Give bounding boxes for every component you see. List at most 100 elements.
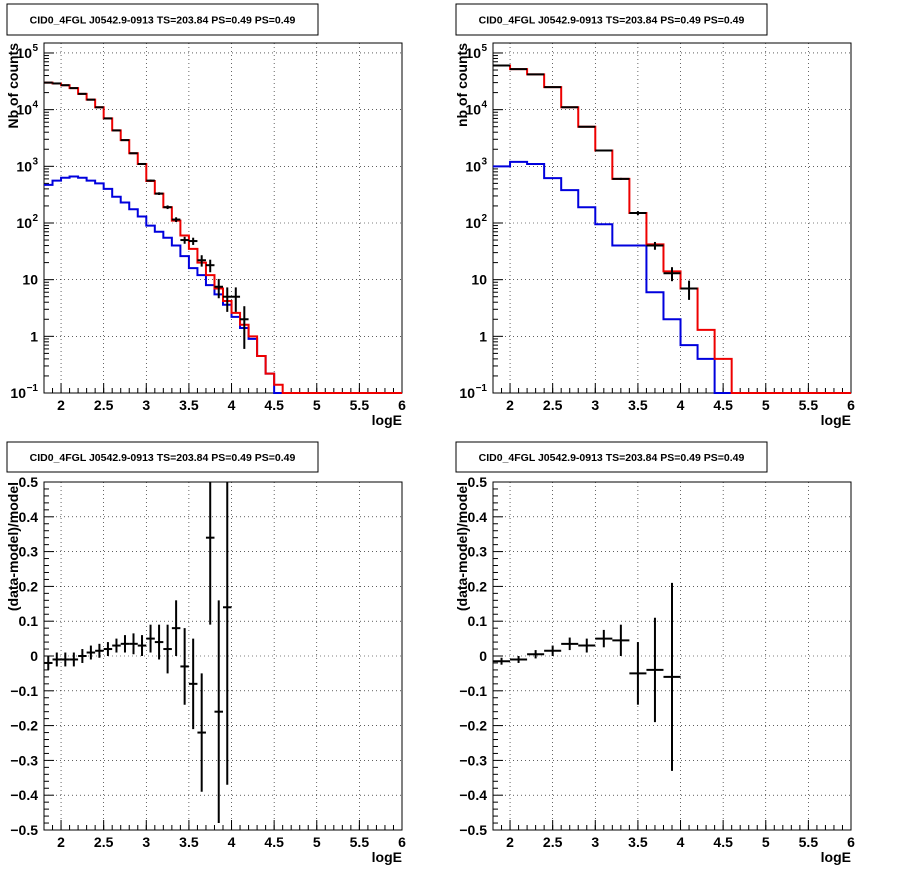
data-point (197, 255, 206, 267)
data-point (205, 482, 215, 625)
data-point (214, 600, 223, 824)
y-tick-label: 10 (465, 215, 481, 231)
y-tick-exponent: 5 (32, 43, 38, 54)
x-tick-label: 4 (677, 397, 685, 413)
data-point (129, 152, 138, 155)
y-tick-label: 1 (479, 328, 487, 344)
chart-title-box (455, 3, 768, 36)
y-tick-label: −0.2 (459, 718, 487, 734)
y-tick-label: −0.3 (459, 752, 487, 768)
data-point (78, 649, 87, 663)
data-point (180, 236, 189, 244)
data-point (578, 125, 596, 128)
data-point (86, 645, 96, 660)
x-tick-label: 6 (847, 397, 855, 413)
data-point (629, 211, 647, 216)
data-point (146, 179, 155, 182)
x-tick-label: 4.5 (264, 834, 284, 850)
data-point (171, 600, 181, 656)
y-tick-label: 0.4 (19, 509, 39, 525)
chart-title: CID0_4FGL J0542.9-0913 TS=203.84 PS=0.49… (30, 452, 296, 464)
x-tick-label: 3 (591, 397, 599, 413)
x-tick-label: 5 (313, 834, 321, 850)
y-tick-label: −0.4 (10, 787, 38, 803)
chart-title: CID0_4FGL J0542.9-0913 TS=203.84 PS=0.49… (479, 452, 745, 464)
data-point (612, 624, 630, 656)
y-tick-label: 1 (30, 328, 38, 344)
chart-title-box (6, 441, 319, 473)
data-point (214, 278, 223, 299)
data-point (205, 259, 215, 273)
data-point (223, 287, 232, 312)
data-point (180, 628, 189, 705)
data-point (223, 482, 232, 785)
y-tick-exponent: 2 (32, 213, 38, 224)
y-tick-label: −0.1 (459, 683, 487, 699)
y-tick-exponent: −1 (27, 383, 39, 394)
y-tick-label: 0.3 (468, 544, 488, 560)
data-point (137, 635, 147, 656)
data-point (197, 673, 206, 792)
data-point (612, 177, 630, 180)
y-tick-exponent: 4 (32, 100, 38, 111)
chart-panel-1: CID0_4FGL J0542.9-0913 TS=203.84 PS=0.49… (5, 3, 406, 428)
x-tick-label: 4 (228, 397, 236, 413)
data-point (146, 624, 155, 653)
x-tick-label: 3.5 (179, 397, 199, 413)
data-point (527, 650, 545, 659)
x-tick-label: 2.5 (543, 834, 563, 850)
y-tick-label: 10 (459, 385, 475, 401)
x-tick-label: 2.5 (94, 834, 114, 850)
x-tick-label: 3 (142, 397, 150, 413)
data-point (188, 638, 198, 730)
y-tick-label: −0.2 (10, 718, 38, 734)
y-tick-label: 10 (465, 102, 481, 118)
data-point (52, 652, 62, 667)
data-point (663, 267, 681, 282)
x-tick-label: 2 (57, 397, 65, 413)
data-point (629, 642, 647, 705)
y-axis-label: nb of counts (454, 43, 470, 127)
y-tick-exponent: 2 (481, 213, 487, 224)
x-tick-label: 4.5 (713, 834, 733, 850)
x-tick-label: 5 (762, 397, 770, 413)
data-point (103, 117, 113, 120)
y-tick-label: 10 (22, 272, 38, 288)
y-tick-label: 10 (16, 215, 32, 231)
chart-panel-4: CID0_4FGL J0542.9-0913 TS=203.84 PS=0.49… (454, 441, 855, 865)
x-tick-label: 3.5 (179, 834, 199, 850)
y-tick-label: 0.4 (468, 509, 488, 525)
data-point (663, 582, 681, 771)
x-tick-label: 3 (142, 834, 150, 850)
y-tick-exponent: 5 (481, 43, 487, 54)
data-point (231, 287, 241, 312)
x-tick-label: 2 (506, 397, 514, 413)
plot-frame (492, 42, 852, 394)
y-tick-label: 0.1 (468, 613, 488, 629)
data-point (595, 629, 613, 648)
y-tick-label: 0.3 (19, 544, 39, 560)
y-axis-label: (data-model)/model (454, 482, 470, 611)
chart-panel-3: CID0_4FGL J0542.9-0913 TS=203.84 PS=0.49… (5, 441, 406, 865)
y-tick-label: 0.2 (19, 578, 39, 594)
x-axis-label: logE (821, 412, 851, 428)
y-tick-label: −0.5 (459, 822, 487, 838)
data-point (61, 652, 70, 667)
x-tick-label: 4 (677, 834, 685, 850)
chart-title: CID0_4FGL J0542.9-0913 TS=203.84 PS=0.49… (479, 15, 745, 27)
x-axis-label: logE (372, 412, 402, 428)
y-tick-label: 10 (16, 158, 32, 174)
data-point (561, 637, 579, 651)
x-tick-label: 3.5 (628, 834, 648, 850)
data-point (129, 633, 138, 655)
y-tick-exponent: 3 (481, 156, 487, 167)
data-point (544, 645, 562, 656)
x-axis-label: logE (372, 849, 402, 865)
data-point (595, 149, 613, 152)
x-axis-label: logE (821, 849, 851, 865)
y-tick-exponent: 4 (481, 100, 487, 111)
data-point (112, 638, 121, 653)
data-point (95, 643, 104, 658)
data-point (69, 652, 79, 667)
